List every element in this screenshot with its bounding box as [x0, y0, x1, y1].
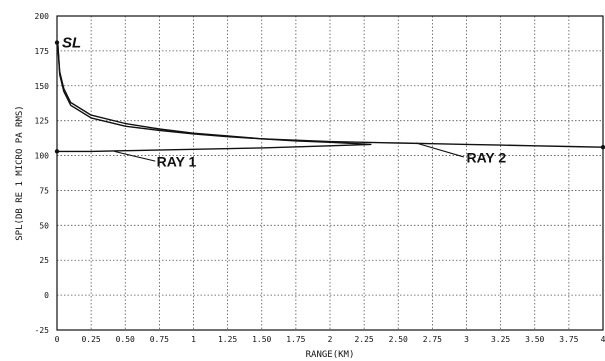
x-tick-label: 2 [328, 335, 333, 344]
x-tick-label: 1 [191, 335, 196, 344]
y-tick-label: 75 [39, 186, 49, 195]
y-tick-label: 50 [39, 221, 49, 230]
x-tick-label: 3.50 [525, 335, 544, 344]
series-layer [54, 40, 605, 154]
y-tick-label: 175 [35, 47, 50, 56]
plot-frame [56, 15, 604, 331]
ray1-leader-line [114, 150, 156, 162]
x-tick-label: 2.25 [354, 335, 373, 344]
x-tick-label: 1.75 [286, 335, 305, 344]
annotation-sl: SL [62, 35, 81, 52]
y-tick-label: 200 [35, 12, 50, 21]
y-tick-label: 100 [35, 152, 50, 161]
x-tick-label: 0.50 [116, 335, 135, 344]
series-line-ray-2 [57, 42, 604, 148]
x-tick-label: 4 [601, 335, 605, 344]
annotation-ray-1: RAY 1 [157, 154, 197, 170]
grid [57, 16, 603, 330]
annotations-layer: SL RAY 1 RAY 2 [62, 35, 506, 170]
y-tick-label: 0 [44, 291, 49, 300]
x-axis-title: RANGE(KM) [306, 350, 355, 360]
x-tick-label: 3 [464, 335, 469, 344]
y-tick-label: 125 [35, 117, 50, 126]
x-tick-label: 3.75 [559, 335, 578, 344]
x-tick-label: 1.50 [252, 335, 271, 344]
x-tick-label: 3.25 [491, 335, 510, 344]
x-tick-label: 1.25 [218, 335, 237, 344]
y-axis-ticks: -25 0 25 50 75 100 125 150 175 200 [35, 12, 50, 335]
x-tick-label: 0.25 [81, 335, 100, 344]
x-tick-label: 0.75 [150, 335, 169, 344]
y-tick-label: -25 [35, 326, 50, 335]
y-tick-label: 150 [35, 82, 50, 91]
x-axis-ticks: 0 0.25 0.50 0.75 1 1.25 1.50 1.75 2 2.25 2.50 2.75 3… [55, 335, 605, 344]
x-tick-label: 2.75 [423, 335, 442, 344]
annotation-ray-2: RAY 2 [467, 150, 507, 166]
x-tick-label: 0 [55, 335, 60, 344]
y-tick-label: 25 [39, 256, 49, 265]
ray2-leader-line [415, 142, 464, 158]
x-tick-label: 2.50 [389, 335, 408, 344]
y-axis-title: SPL(DB RE 1 MICRO PA RMS) [15, 105, 25, 240]
